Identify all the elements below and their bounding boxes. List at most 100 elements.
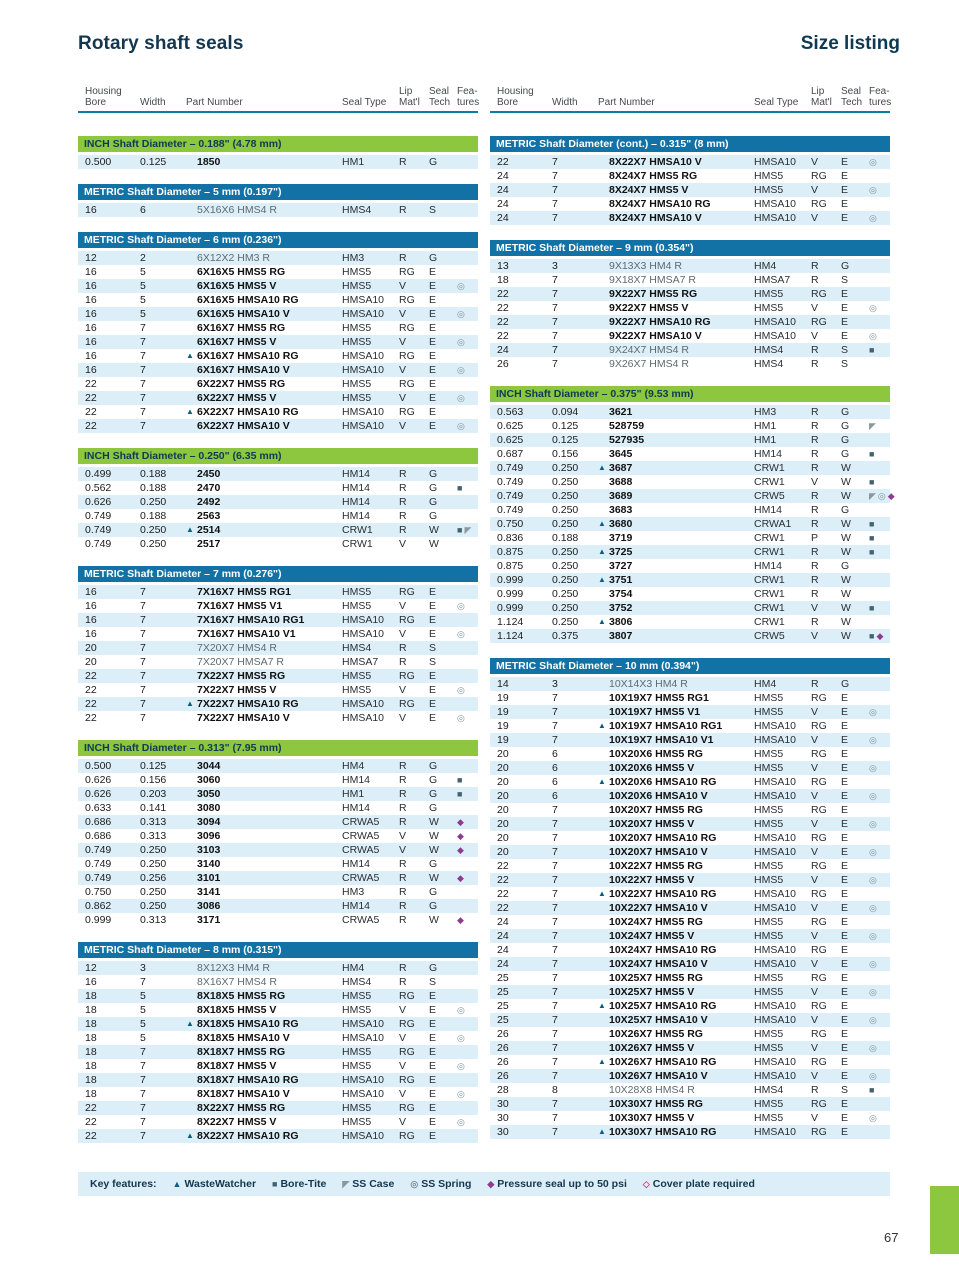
wastewatcher-icon: ▲ (598, 1127, 606, 1136)
seal-type-value: HMS5 (754, 706, 784, 718)
housing-bore-value: 0.999 (497, 602, 524, 614)
lip-material-value: R (399, 510, 407, 522)
width-value: 0.203 (140, 788, 167, 800)
features-cell (450, 697, 478, 711)
bore-tite-icon: ■ (869, 1085, 875, 1095)
seal-type-value: HMS5 (754, 986, 784, 998)
wastewatcher-icon: ▲ (598, 1057, 606, 1066)
wastewatcher-icon: ▲ (598, 721, 606, 730)
width-value: 0.156 (552, 448, 579, 460)
housing-bore-value: 22 (497, 316, 509, 328)
size-section: METRIC Shaft Diameter – 6 mm (0.236") 12 2… (78, 232, 478, 433)
housing-bore-value: 24 (497, 944, 509, 956)
table-row: 1.124 0.375 3807 CRW5 V W ■ ◆ (490, 629, 890, 643)
features-cell (862, 677, 890, 691)
part-number: 3171 (197, 914, 221, 926)
seal-type-value: HMS5 (754, 170, 784, 182)
seal-type-value: HMS5 (342, 1060, 372, 1072)
features-cell: ◎ (450, 279, 478, 293)
width-value: 7 (552, 156, 558, 168)
housing-bore-value: 22 (85, 392, 97, 404)
housing-bore-value: 22 (497, 156, 509, 168)
features-cell (450, 989, 478, 1003)
table-row: 16 7 ▲ 6X16X7 HMSA10 RG HMSA10 RG E (78, 349, 478, 363)
seal-tech-value: E (429, 684, 437, 696)
housing-bore-value: 16 (85, 976, 97, 988)
part-number: 6X22X7 HMS5 V (197, 392, 277, 404)
width-value: 7 (140, 406, 146, 418)
seal-tech-value: E (841, 212, 849, 224)
seal-tech-value: E (841, 1098, 849, 1110)
table-row: 22 7 ▲ 7X22X7 HMSA10 RG HMSA10 RG E (78, 697, 478, 711)
seal-tech-value: E (429, 1088, 437, 1100)
seal-type-value: HMS5 (342, 392, 372, 404)
seal-type-value: HMSA10 (754, 902, 797, 914)
width-value: 5 (140, 294, 146, 306)
seal-type-value: HMSA10 (342, 420, 385, 432)
housing-bore-value: 16 (85, 266, 97, 278)
lip-material-value: R (399, 482, 407, 494)
part-number: 8X24X7 HMSA10 RG (609, 198, 711, 210)
width-value: 7 (140, 712, 146, 724)
lip-material-value: RG (811, 860, 827, 872)
table-row: 14 3 10X14X3 HM4 R HM4 R G (490, 677, 890, 691)
seal-type-value: CRWA5 (342, 844, 380, 856)
seal-tech-value: E (841, 1000, 849, 1012)
seal-type-value: CRWA5 (342, 816, 380, 828)
bore-tite-icon: ■ (869, 449, 875, 459)
ss-spring-icon: ◎ (410, 1179, 419, 1189)
lip-material-value: RG (399, 1130, 415, 1142)
part-number: 3140 (197, 858, 221, 870)
features-cell: ◆ (450, 843, 478, 857)
seal-type-value: HMS4 (342, 976, 372, 988)
column-header: Part Number (186, 97, 243, 108)
width-value: 7 (140, 378, 146, 390)
ss-spring-icon: ◎ (869, 1043, 877, 1053)
housing-bore-value: 19 (497, 734, 509, 746)
features-cell: ◤ (862, 419, 890, 433)
lip-material-value: R (399, 802, 407, 814)
part-number: 5X16X6 HMS4 R (197, 204, 277, 216)
seal-tech-value: E (429, 628, 437, 640)
lip-material-value: V (399, 280, 407, 292)
housing-bore-value: 18 (85, 1046, 97, 1058)
table-row: 20 6 10X20X6 HMS5 RG HMS5 RG E (490, 747, 890, 761)
seal-tech-value: E (841, 902, 849, 914)
features-cell: ◎ (862, 789, 890, 803)
bore-tite-icon: ■ (272, 1179, 278, 1189)
width-value: 0.250 (140, 858, 167, 870)
part-number: 6X16X5 HMSA10 V (197, 308, 290, 320)
features-cell: ◎ (862, 957, 890, 971)
features-cell: ◎ (450, 363, 478, 377)
part-number: 3096 (197, 830, 221, 842)
ss-spring-icon: ◎ (869, 847, 877, 857)
legend-item-label: SS Case (352, 1178, 395, 1190)
seal-tech-value: E (841, 776, 849, 788)
seal-tech-value: W (429, 914, 439, 926)
seal-tech-value: E (841, 1042, 849, 1054)
seal-type-value: HMSA10 (754, 832, 797, 844)
column-header: Housing Bore (85, 86, 122, 108)
table-row: 0.749 0.250 3683 HM14 R G (490, 503, 890, 517)
wastewatcher-icon: ▲ (186, 1019, 194, 1028)
width-value: 7 (552, 720, 558, 732)
section-title: METRIC Shaft Diameter – 8 mm (0.315") (78, 942, 478, 958)
pressure-seal-icon: ◆ (487, 1179, 495, 1189)
seal-type-value: HMSA10 (342, 294, 385, 306)
lip-material-value: V (811, 930, 819, 942)
table-row: 16 5 6X16X5 HMS5 V HMS5 V E ◎ (78, 279, 478, 293)
wastewatcher-icon: ▲ (598, 617, 606, 626)
seal-tech-value: G (429, 482, 438, 494)
table-row: 0.749 0.250 3103 CRWA5 V W ◆ (78, 843, 478, 857)
seal-type-value: HMS5 (342, 1046, 372, 1058)
seal-type-value: HM4 (754, 678, 777, 690)
size-section: METRIC Shaft Diameter (cont.) – 0.315" (… (490, 136, 890, 225)
lip-material-value: R (811, 406, 819, 418)
width-value: 0.250 (552, 462, 579, 474)
width-value: 0.125 (552, 420, 579, 432)
ss-spring-icon: ◎ (457, 713, 465, 723)
lip-material-value: RG (811, 692, 827, 704)
width-value: 7 (552, 358, 558, 370)
lip-material-value: R (399, 872, 407, 884)
part-number: 8X22X7 HMS5 RG (197, 1102, 286, 1114)
